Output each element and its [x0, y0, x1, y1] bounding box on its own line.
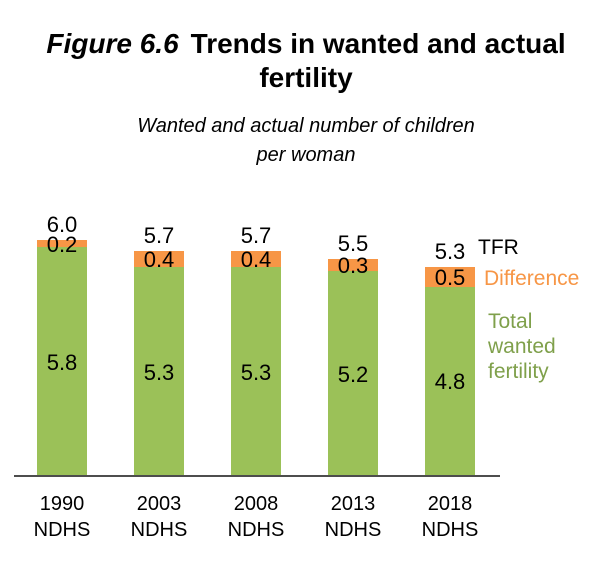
- bar-2013-difference-segment: [328, 259, 378, 272]
- bar-2013-wanted-segment: [328, 271, 378, 476]
- wanted-value-2018: 4.8: [434, 369, 466, 395]
- tfr-value-2003: 5.7: [143, 223, 175, 249]
- wanted-value-1990: 5.8: [46, 349, 78, 375]
- bar-2003-wanted-segment: [134, 267, 184, 476]
- difference-value-1990: 0.2: [46, 231, 78, 257]
- bar-2003-difference-segment: [134, 251, 184, 268]
- x-axis-line: [14, 475, 500, 477]
- tfr-value-2008: 5.7: [240, 223, 272, 249]
- legend-tfr: TFR: [478, 236, 519, 259]
- x-axis-label-1990: 1990 NDHS: [33, 493, 91, 541]
- bar-2018-difference-segment: [425, 267, 475, 287]
- subtitle-line1: Wanted and actual number of children: [137, 115, 475, 137]
- bar-1990-wanted-segment: [37, 247, 87, 476]
- tfr-value-1990: 6.0: [46, 211, 78, 237]
- difference-value-2003: 0.4: [143, 247, 175, 273]
- subtitle-line2: per woman: [256, 144, 356, 166]
- tfr-value-2018: 5.3: [434, 239, 466, 265]
- x-axis-label-2018: 2018 NDHS: [421, 493, 479, 541]
- difference-value-2018: 0.5: [434, 265, 466, 291]
- figure-label: Figure 6.6: [46, 28, 179, 59]
- x-axis-label-2013: 2013 NDHS: [324, 493, 382, 541]
- wanted-value-2008: 5.3: [240, 359, 272, 385]
- difference-value-2013: 0.3: [337, 253, 369, 279]
- legend-difference: Difference: [484, 267, 580, 290]
- figure-title-line2: fertility: [259, 62, 353, 93]
- difference-value-2008: 0.4: [240, 247, 272, 273]
- wanted-value-2013: 5.2: [337, 361, 369, 387]
- figure-title: Figure 6.6 Trends in wanted and actual fe…: [0, 27, 612, 95]
- bar-2018-wanted-segment: [425, 286, 475, 476]
- figure-subtitle: Wanted and actual number of children per…: [0, 112, 612, 170]
- legend-total-wanted-fertility: Total wanted fertility: [488, 310, 556, 383]
- x-axis-label-2003: 2003 NDHS: [130, 493, 188, 541]
- figure-title-line1: Trends in wanted and actual: [190, 28, 566, 59]
- x-axis-label-2008: 2008 NDHS: [227, 493, 285, 541]
- bar-2008-difference-segment: [231, 251, 281, 268]
- tfr-value-2013: 5.5: [337, 231, 369, 257]
- wanted-value-2003: 5.3: [143, 359, 175, 385]
- bar-1990-difference-segment: [37, 239, 87, 248]
- bar-2008-wanted-segment: [231, 267, 281, 476]
